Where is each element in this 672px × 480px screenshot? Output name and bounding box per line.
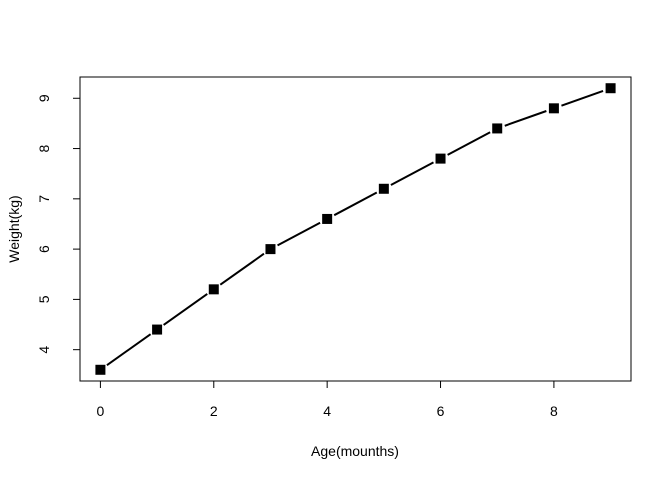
y-tick-label: 8 [36,144,52,152]
data-point [605,83,616,94]
x-tick-label: 4 [323,403,331,419]
x-tick-label: 0 [97,403,105,419]
data-point [492,123,503,134]
x-tick-label: 2 [210,403,218,419]
series-segment [561,89,604,107]
y-tick-label: 9 [36,94,52,102]
data-point [152,324,163,335]
x-tick-label: 6 [437,403,445,419]
y-tick-label: 5 [36,295,52,303]
x-axis: 0 2 4 6 8 [97,380,558,419]
series-points [95,83,616,375]
data-point [435,153,446,164]
y-tick-label: 6 [36,245,52,253]
y-tick-label: 4 [36,346,52,354]
x-axis-label: Age(mounths) [311,443,399,459]
data-point [208,284,219,295]
series-segment [106,333,152,366]
y-tick-label: 7 [36,195,52,203]
series-segment [390,161,434,186]
series-segment [447,131,491,156]
data-point [378,183,389,194]
x-tick-label: 8 [550,403,558,419]
series-segment [163,293,208,326]
data-point [322,213,333,224]
series-lines [106,89,604,366]
y-axis-label: Weight(kg) [6,195,22,262]
series-segment [277,221,321,247]
data-point [95,364,106,375]
y-axis: 4 5 6 7 8 9 [36,94,81,354]
data-point [265,244,276,255]
plot-box [79,76,632,382]
series-segment [219,252,265,286]
data-point [548,103,559,114]
series-segment [333,191,378,217]
series-segment [504,110,547,127]
